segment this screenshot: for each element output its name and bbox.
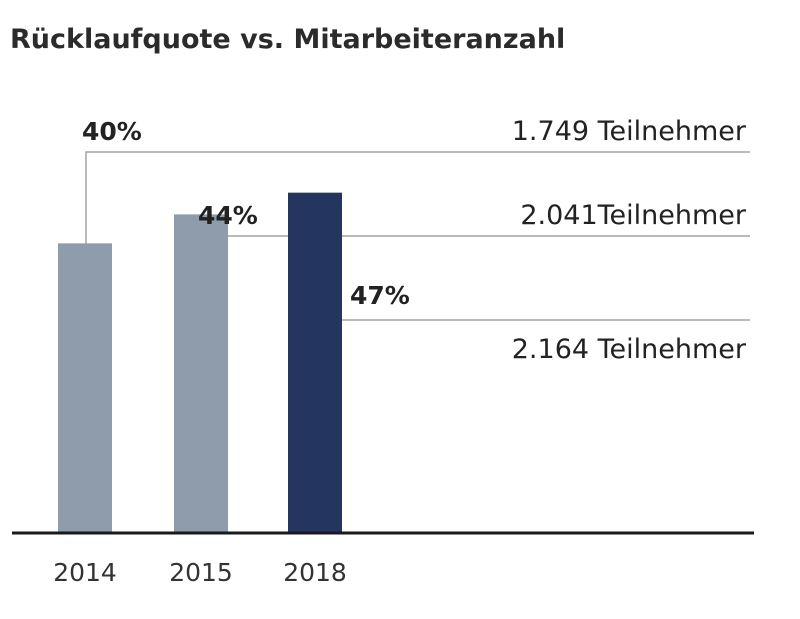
x-tick-2015: 2015: [169, 558, 233, 587]
bar-2015: [174, 214, 228, 533]
x-tick-labels: 2014 2015 2018: [53, 558, 347, 587]
leader-line-2014: [85, 151, 750, 244]
participant-label-2014: 1.749 Teilnehmer: [512, 116, 747, 147]
participant-labels: 1.749 Teilnehmer 2.041Teilnehmer 2.164 Tei…: [512, 116, 747, 365]
bar-2014: [58, 243, 112, 533]
chart-title: Rücklaufquote vs. Mitarbeiteranzahl: [10, 24, 565, 55]
value-label-2014: 40%: [82, 117, 142, 146]
x-tick-2018: 2018: [283, 558, 347, 587]
bar-2018: [288, 192, 342, 534]
value-labels: 40% 44% 47%: [82, 117, 410, 310]
participant-label-2015: 2.041Teilnehmer: [520, 200, 747, 231]
value-label-2018: 47%: [350, 281, 410, 310]
value-label-2015: 44%: [198, 201, 258, 230]
x-tick-2014: 2014: [53, 558, 117, 587]
participant-label-2018: 2.164 Teilnehmer: [512, 334, 747, 365]
bars: [58, 192, 342, 534]
